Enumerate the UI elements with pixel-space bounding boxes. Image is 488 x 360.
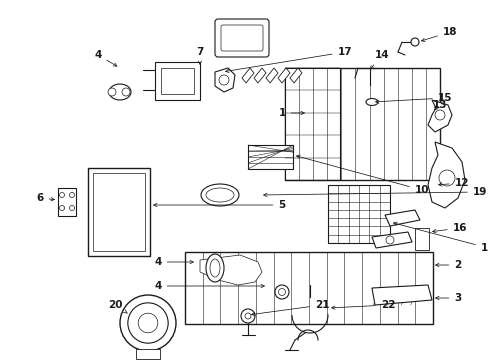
Ellipse shape [209, 259, 220, 277]
Ellipse shape [365, 99, 377, 105]
Polygon shape [427, 100, 451, 132]
Text: 14: 14 [369, 50, 388, 69]
Ellipse shape [201, 184, 239, 206]
Circle shape [241, 309, 254, 323]
Text: 5: 5 [153, 200, 285, 210]
Circle shape [219, 75, 228, 85]
Polygon shape [215, 68, 235, 92]
Bar [247, 145, 292, 169]
Bar [155, 62, 200, 100]
Text: 6: 6 [36, 193, 54, 203]
Text: 4: 4 [154, 257, 193, 267]
Polygon shape [253, 68, 265, 83]
Polygon shape [242, 68, 253, 83]
Circle shape [108, 88, 116, 96]
Bar [184, 252, 432, 324]
Text: 13: 13 [432, 100, 447, 110]
Text: 7: 7 [196, 47, 203, 64]
Polygon shape [427, 142, 464, 208]
FancyBboxPatch shape [215, 19, 268, 57]
Circle shape [278, 288, 285, 296]
Polygon shape [384, 210, 419, 226]
Text: 19: 19 [263, 187, 486, 197]
Text: 17: 17 [225, 47, 351, 72]
Bar [88, 168, 150, 256]
Polygon shape [265, 68, 278, 83]
Text: 2: 2 [435, 260, 461, 270]
Text: 22: 22 [331, 300, 394, 310]
Circle shape [122, 88, 130, 96]
Polygon shape [278, 68, 289, 83]
Text: 10: 10 [296, 155, 428, 195]
Circle shape [138, 313, 158, 333]
Circle shape [385, 236, 393, 244]
Text: 1: 1 [278, 108, 304, 118]
Polygon shape [289, 68, 302, 83]
Text: 18: 18 [421, 27, 456, 41]
Text: 20: 20 [107, 300, 127, 313]
Circle shape [60, 206, 64, 211]
Ellipse shape [205, 188, 234, 202]
Circle shape [438, 170, 454, 186]
Text: 11: 11 [393, 222, 488, 253]
Polygon shape [200, 255, 262, 285]
Bar [414, 228, 428, 250]
Polygon shape [371, 285, 431, 305]
Text: 4: 4 [154, 281, 264, 291]
Bar [285, 68, 339, 180]
Text: 21: 21 [251, 300, 328, 316]
FancyBboxPatch shape [221, 25, 263, 51]
Circle shape [127, 303, 168, 343]
Circle shape [410, 38, 418, 46]
Text: 15: 15 [375, 93, 451, 103]
Circle shape [244, 313, 250, 319]
Bar [136, 349, 160, 359]
Polygon shape [371, 232, 411, 248]
Text: 4: 4 [94, 50, 117, 66]
Circle shape [69, 193, 74, 198]
Bar [93, 173, 145, 251]
Circle shape [60, 193, 64, 198]
Ellipse shape [205, 254, 224, 282]
Text: 12: 12 [438, 178, 468, 188]
Bar [285, 68, 439, 180]
Circle shape [120, 295, 176, 351]
Text: 3: 3 [435, 293, 461, 303]
Ellipse shape [109, 84, 131, 100]
Bar [327, 185, 389, 243]
Circle shape [434, 110, 444, 120]
Circle shape [274, 285, 288, 299]
Bar [58, 188, 76, 216]
Text: 16: 16 [432, 223, 467, 233]
Circle shape [69, 206, 74, 211]
Bar [161, 68, 194, 94]
